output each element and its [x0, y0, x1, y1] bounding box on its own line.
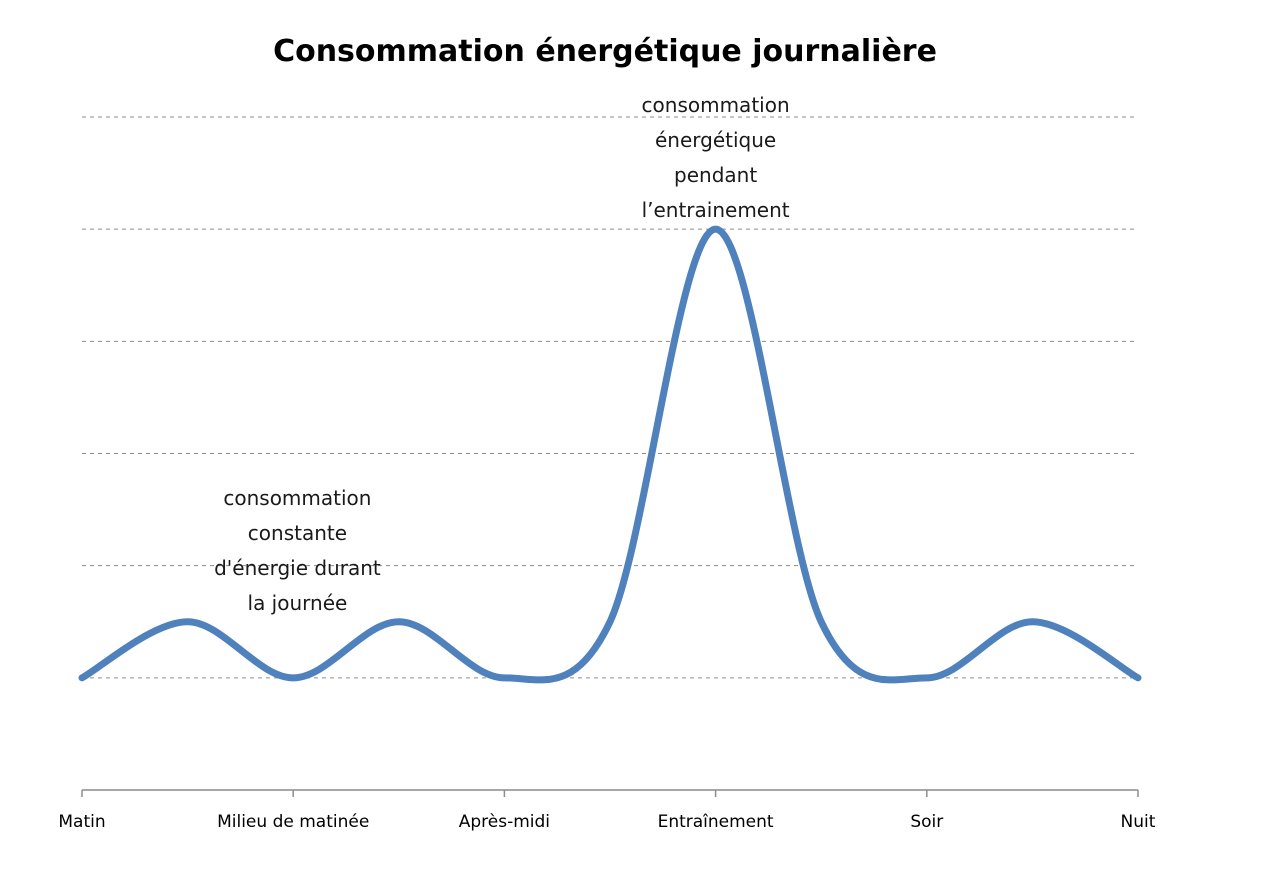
x-tick-label: Nuit: [1121, 812, 1156, 832]
x-tick-label: Milieu de matinée: [217, 812, 369, 832]
chart-annotation: consommation constante d'énergie durant la …: [214, 486, 381, 615]
annotation-line: énergétique: [655, 128, 776, 152]
series-layer: [78, 225, 1142, 684]
annotation-line: consommation: [223, 486, 371, 510]
annotation-line: constante: [248, 521, 347, 545]
chart-title: Consommation énergétique journalière: [273, 34, 937, 69]
x-axis: Matin Milieu de matinée Après-midi Entraîne…: [58, 789, 1156, 832]
annotation-line: consommation: [642, 93, 790, 117]
x-tick-label: Entraînement: [658, 812, 774, 832]
annotation-line: pendant: [674, 163, 757, 187]
series-line: [78, 225, 1142, 684]
x-tick-label: Soir: [910, 812, 943, 832]
annotation-line: d'énergie durant: [214, 556, 381, 580]
x-tick-label: Après-midi: [459, 812, 550, 832]
chart-annotation: consommation énergétique pendant l’entraine…: [642, 93, 790, 222]
gridlines: [82, 116, 1138, 679]
annotation-line: la journée: [248, 591, 348, 615]
annotation-line: l’entrainement: [642, 198, 790, 222]
annotations: consommation constante d'énergie durant la …: [214, 93, 790, 615]
x-tick-label: Matin: [58, 812, 105, 832]
